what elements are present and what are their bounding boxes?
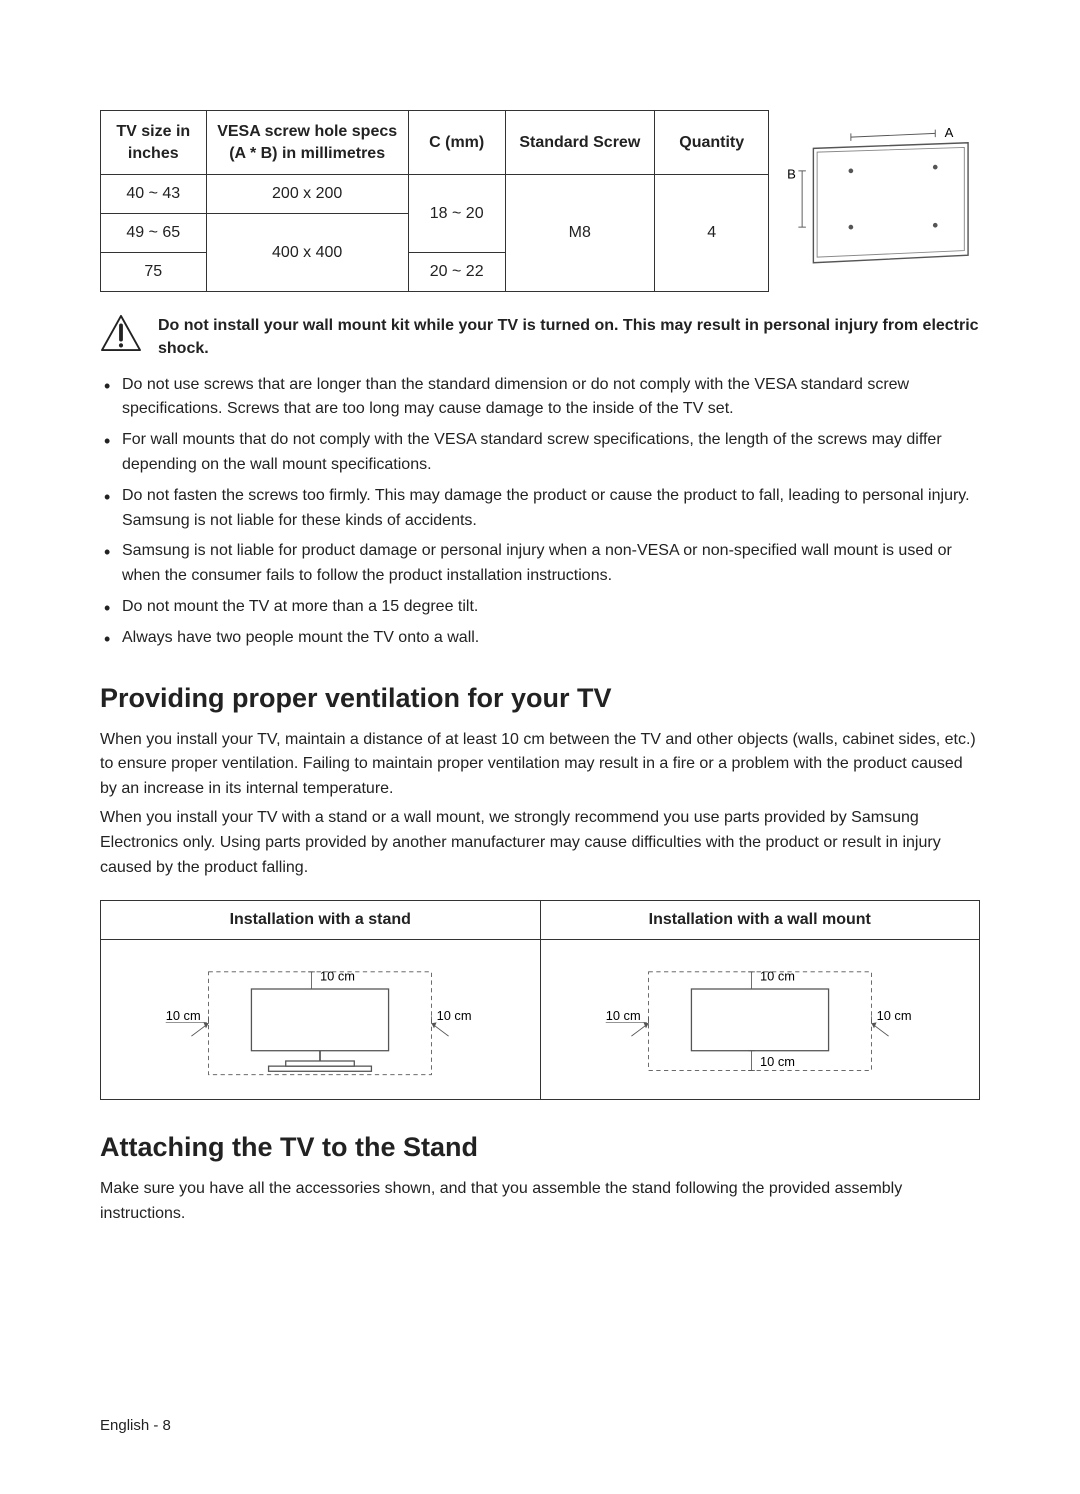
list-item: Do not fasten the screws too firmly. Thi…: [100, 484, 980, 534]
vesa-diagram-cell: A B: [769, 111, 980, 292]
install-header-stand: Installation with a stand: [101, 901, 541, 940]
cell-size-1: 40 ~ 43: [101, 175, 207, 214]
list-item: Samsung is not liable for product damage…: [100, 539, 980, 589]
list-item: Do not mount the TV at more than a 15 de…: [100, 595, 980, 620]
warning-bullet-list: Do not use screws that are longer than t…: [100, 373, 980, 651]
list-item: Do not use screws that are longer than t…: [100, 373, 980, 423]
svg-text:10 cm: 10 cm: [760, 1054, 795, 1069]
warning-icon: [100, 314, 142, 352]
install-header-wall: Installation with a wall mount: [540, 901, 980, 940]
cell-vesa-2: 400 x 400: [206, 214, 408, 292]
list-item: For wall mounts that do not comply with …: [100, 428, 980, 478]
cell-screw: M8: [505, 175, 655, 292]
cell-size-3: 75: [101, 253, 207, 292]
svg-text:10 cm: 10 cm: [605, 1008, 640, 1023]
ventilation-p2: When you install your TV with a stand or…: [100, 806, 980, 880]
cell-qty: 4: [655, 175, 769, 292]
th-vesa-spec: VESA screw hole specs (A * B) in millime…: [206, 111, 408, 175]
cell-vesa-1: 200 x 200: [206, 175, 408, 214]
th-std-screw: Standard Screw: [505, 111, 655, 175]
install-wall-cell: 10 cm 10 cm 10 cm 10 cm: [540, 940, 980, 1100]
ventilation-p1: When you install your TV, maintain a dis…: [100, 728, 980, 802]
svg-text:10 cm: 10 cm: [320, 969, 355, 984]
diagram-label-a: A: [945, 125, 954, 140]
ventilation-heading: Providing proper ventilation for your TV: [100, 683, 980, 714]
svg-text:10 cm: 10 cm: [760, 969, 795, 984]
th-c-mm: C (mm): [408, 111, 505, 175]
th-qty: Quantity: [655, 111, 769, 175]
list-item: Always have two people mount the TV onto…: [100, 626, 980, 651]
installation-diagram-table: Installation with a stand Installation w…: [100, 900, 980, 1100]
vesa-diagram-svg: A B: [773, 124, 976, 274]
cell-size-2: 49 ~ 65: [101, 214, 207, 253]
install-stand-cell: 10 cm 10 cm 10 cm: [101, 940, 541, 1100]
svg-text:10 cm: 10 cm: [166, 1008, 201, 1023]
install-stand-diagram: 10 cm 10 cm 10 cm: [140, 954, 500, 1084]
vesa-spec-table: TV size in inches VESA screw hole specs …: [100, 110, 980, 292]
th-tv-size: TV size in inches: [101, 111, 207, 175]
page-footer: English - 8: [100, 1417, 171, 1434]
warning-block: Do not install your wall mount kit while…: [100, 314, 980, 360]
attach-p1: Make sure you have all the accessories s…: [100, 1177, 980, 1227]
cell-c-1: 18 ~ 20: [408, 175, 505, 253]
cell-c-2: 20 ~ 22: [408, 253, 505, 292]
svg-text:10 cm: 10 cm: [876, 1008, 911, 1023]
attach-heading: Attaching the TV to the Stand: [100, 1132, 980, 1163]
diagram-label-b: B: [788, 166, 797, 181]
warning-text: Do not install your wall mount kit while…: [158, 314, 980, 360]
install-wall-diagram: 10 cm 10 cm 10 cm 10 cm: [580, 954, 940, 1084]
svg-text:10 cm: 10 cm: [437, 1008, 472, 1023]
